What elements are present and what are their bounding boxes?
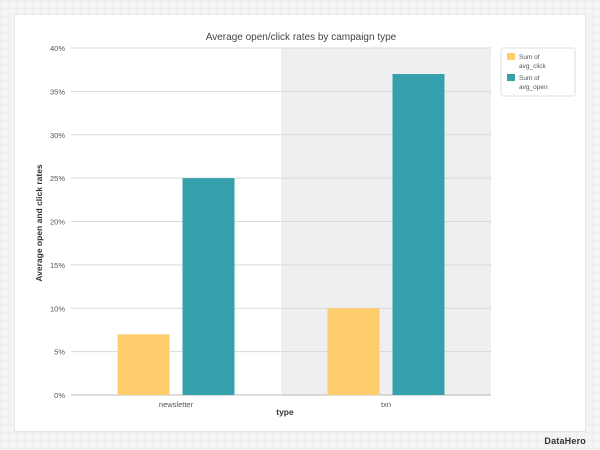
- chart-card: 0% 5% 10% 15% 20% 25% 30% 35% 40% newsletter txn A…: [14, 14, 586, 432]
- bar-sum-of-avg-click-txn: [327, 308, 380, 395]
- y-tick-label: 10%: [50, 304, 65, 313]
- x-tick-label: txn: [381, 400, 391, 409]
- y-tick-label: 20%: [50, 218, 65, 227]
- legend-swatch: [507, 53, 515, 60]
- y-tick-label: 0%: [54, 391, 65, 400]
- legend-box: [500, 47, 576, 97]
- x-tick-label: newsletter: [159, 400, 194, 409]
- y-tick-label: 5%: [54, 348, 65, 357]
- bar-chart: 0% 5% 10% 15% 20% 25% 30% 35% 40% newsletter txn A…: [34, 32, 576, 417]
- bar-sum-of-avg-open-txn: [392, 74, 445, 396]
- y-tick-label: 40%: [50, 44, 65, 53]
- bar-sum-of-avg-open-newsletter: [182, 178, 235, 395]
- legend-label: avg_open: [519, 84, 548, 91]
- y-axis-label: Average open and click rates: [34, 164, 44, 282]
- chart-legend: Sum of avg_click Sum of avg_open: [500, 47, 576, 97]
- legend-label: Sum of: [519, 54, 540, 61]
- legend-label: avg_click: [519, 63, 546, 70]
- bar-sum-of-avg-click-newsletter: [117, 334, 170, 395]
- legend-label: Sum of: [519, 75, 540, 82]
- chart-title: Average open/click rates by campaign typ…: [206, 32, 397, 43]
- y-tick-label: 15%: [50, 261, 65, 270]
- brand-logo: DataHero: [544, 436, 586, 446]
- x-axis-label: type: [276, 407, 294, 417]
- legend-swatch: [507, 74, 515, 81]
- y-tick-label: 25%: [50, 174, 65, 183]
- y-tick-label: 35%: [50, 87, 65, 96]
- y-tick-label: 30%: [50, 131, 65, 140]
